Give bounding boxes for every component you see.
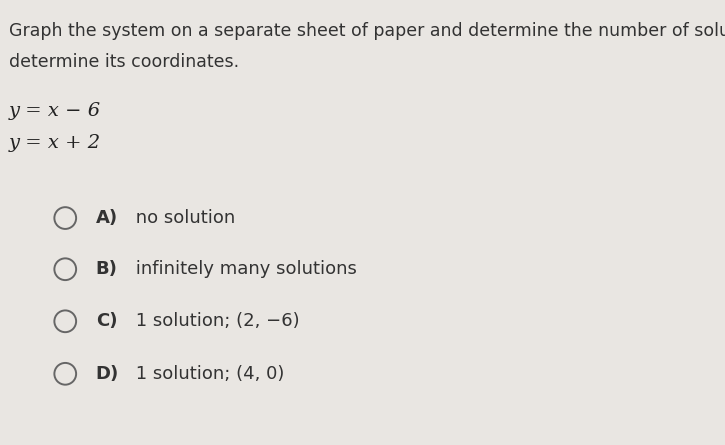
Text: y = x + 2: y = x + 2 bbox=[9, 134, 101, 152]
Text: 1 solution; (2, −6): 1 solution; (2, −6) bbox=[130, 312, 300, 330]
Text: A): A) bbox=[96, 209, 118, 227]
Text: 1 solution; (4, 0): 1 solution; (4, 0) bbox=[130, 365, 285, 383]
Text: B): B) bbox=[96, 260, 117, 278]
Text: C): C) bbox=[96, 312, 117, 330]
Text: y = x − 6: y = x − 6 bbox=[9, 102, 101, 120]
Text: determine its coordinates.: determine its coordinates. bbox=[9, 53, 239, 71]
Text: infinitely many solutions: infinitely many solutions bbox=[130, 260, 357, 278]
Text: no solution: no solution bbox=[130, 209, 236, 227]
Text: D): D) bbox=[96, 365, 119, 383]
Text: Graph the system on a separate sheet of paper and determine the number of solu: Graph the system on a separate sheet of … bbox=[9, 22, 725, 40]
